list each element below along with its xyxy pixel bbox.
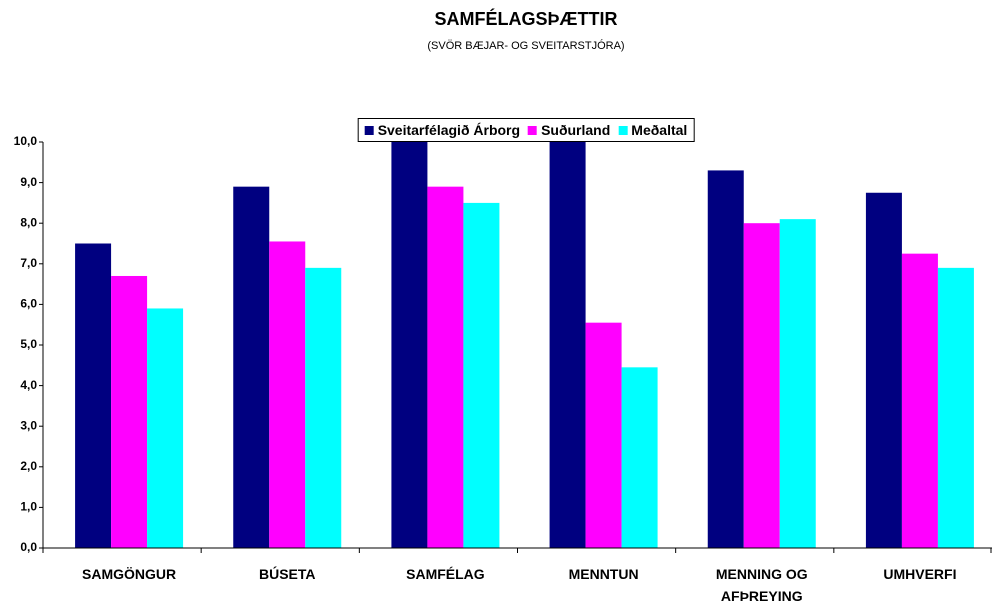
bar	[549, 142, 586, 548]
bar	[233, 186, 270, 548]
bar	[305, 267, 342, 548]
bar	[707, 170, 744, 549]
y-tick-label: 3,0	[20, 418, 37, 432]
bar	[585, 322, 622, 548]
bar	[391, 142, 428, 548]
x-tick-label: BÚSETA	[258, 566, 316, 582]
chart-title: SAMFÉLAGSÞÆTTIR	[434, 9, 618, 29]
bar	[269, 241, 306, 548]
bar	[111, 275, 148, 548]
legend-item: Suðurland	[528, 122, 610, 138]
x-tick-label: SAMGÖNGUR	[82, 566, 177, 582]
bar	[937, 267, 974, 548]
legend-item: Sveitarfélagið Árborg	[364, 122, 521, 138]
bar	[463, 202, 500, 548]
y-tick-label: 2,0	[20, 459, 37, 473]
y-tick-label: 4,0	[20, 378, 37, 392]
y-tick-label: 6,0	[20, 297, 37, 311]
legend-label: Meðaltal	[631, 122, 688, 138]
x-tick-label: UMHVERFI	[883, 566, 957, 582]
bar	[779, 219, 816, 548]
y-tick-label: 10,0	[14, 134, 38, 148]
bar	[865, 192, 902, 548]
legend: Sveitarfélagið Árborg Suðurland Meðaltal	[357, 118, 695, 142]
legend-swatch	[618, 125, 628, 135]
y-tick-label: 0,0	[20, 540, 37, 554]
bar	[147, 308, 184, 548]
legend-swatch	[364, 125, 374, 135]
legend-label: Suðurland	[541, 122, 611, 138]
chart-subtitle: (SVÖR BÆJAR- OG SVEITARSTJÓRA)	[427, 40, 625, 52]
y-tick-label: 9,0	[20, 175, 37, 189]
legend-item: Meðaltal	[618, 122, 687, 138]
legend-swatch	[528, 125, 538, 135]
bar	[427, 186, 464, 548]
bar	[75, 243, 112, 548]
x-tick-label: SAMFÉLAG	[406, 566, 485, 582]
y-tick-label: 8,0	[20, 215, 37, 229]
bar	[743, 223, 780, 548]
y-tick-label: 1,0	[20, 500, 37, 514]
bar	[621, 367, 658, 548]
x-tick-label: MENNTUN	[568, 566, 639, 582]
x-tick-label: MENNING OG AFÞREYING	[715, 566, 808, 604]
legend-label: Sveitarfélagið Árborg	[377, 122, 521, 138]
bar	[901, 253, 938, 548]
y-tick-label: 5,0	[20, 337, 37, 351]
y-tick-label: 7,0	[20, 256, 37, 270]
